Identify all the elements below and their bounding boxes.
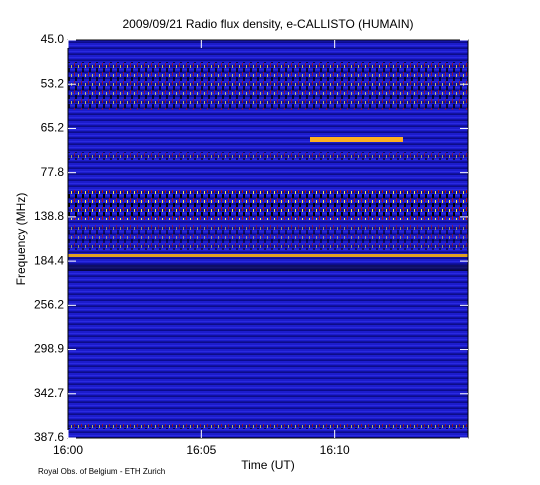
x-axis-label: Time (UT) (241, 458, 295, 472)
y-axis-label: Frequency (MHz) (14, 193, 28, 286)
y-tick-label: 65.2 (41, 121, 65, 135)
y-tick-label: 342.7 (34, 386, 64, 400)
y-tick-label: 138.8 (34, 209, 64, 223)
x-tick-label: 16:10 (320, 443, 350, 457)
y-tick-label: 184.4 (34, 253, 64, 267)
y-tick-label: 256.2 (34, 298, 64, 312)
credit: Royal Obs. of Belgium - ETH Zurich (38, 467, 165, 476)
y-tick-label: 387.6 (34, 430, 64, 444)
plot-frame (67, 39, 469, 439)
y-tick-label: 53.2 (41, 76, 65, 90)
y-tick-label: 77.8 (41, 165, 65, 179)
chart-title: 2009/09/21 Radio flux density, e-CALLIST… (122, 17, 413, 31)
spectrogram-image (68, 40, 468, 438)
y-tick-label: 298.9 (34, 342, 64, 356)
x-tick-label: 16:00 (53, 443, 83, 457)
x-tick-label: 16:05 (186, 443, 216, 457)
y-tick-label: 45.0 (41, 32, 65, 46)
